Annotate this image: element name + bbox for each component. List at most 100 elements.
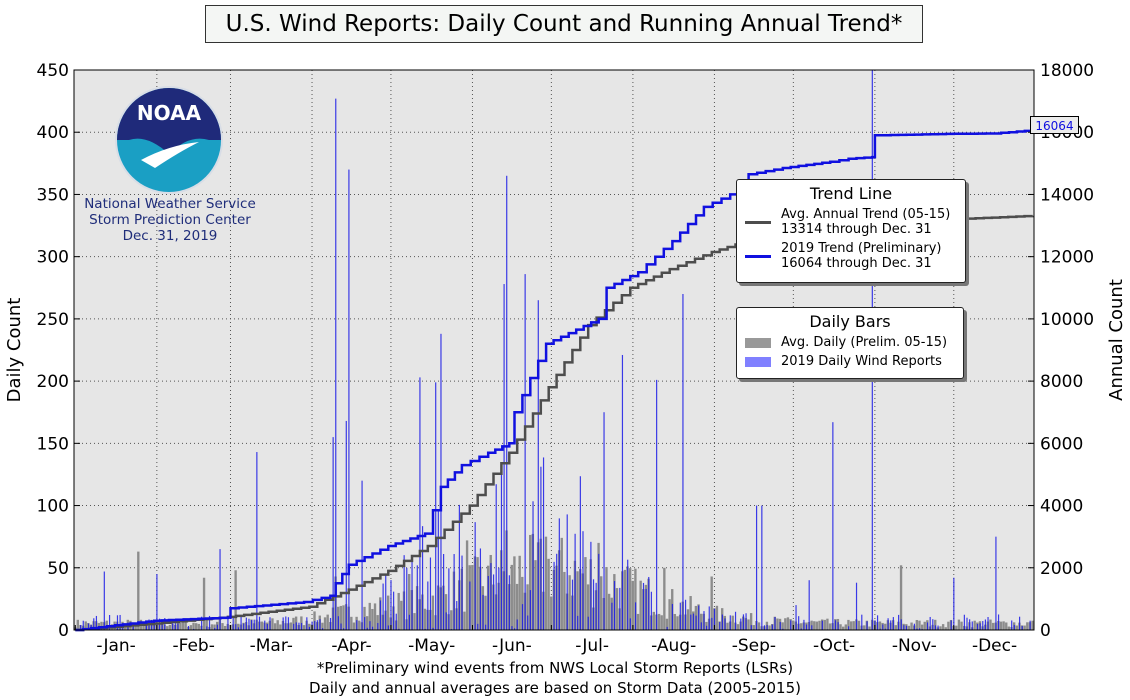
- bar-avg-daily: [276, 620, 279, 630]
- bar-2019-daily: [997, 614, 1000, 630]
- bar-avg-daily: [450, 610, 453, 630]
- bar-avg-daily: [413, 613, 416, 630]
- bar-2019-daily: [800, 628, 802, 630]
- x-tick-label: -Feb-: [172, 636, 214, 656]
- bar-2019-daily: [666, 626, 668, 630]
- y-tick-label: 200: [37, 372, 69, 392]
- bar-avg-daily: [202, 577, 206, 630]
- bar-2019-daily: [398, 628, 400, 630]
- x-tick-label: -Aug-: [651, 636, 696, 656]
- bar-avg-daily: [752, 625, 755, 630]
- bar-avg-daily: [884, 623, 887, 630]
- bar-2019-daily: [861, 614, 863, 630]
- bar-2019-daily: [700, 622, 702, 630]
- bar-avg-daily: [534, 560, 537, 630]
- bar-avg-daily: [313, 611, 316, 630]
- bar-avg-daily: [941, 624, 945, 630]
- bar-2019-daily: [256, 452, 258, 630]
- bar-2019-daily: [984, 619, 986, 630]
- bar-avg-daily: [915, 619, 919, 630]
- bar-2019-daily: [329, 617, 332, 630]
- bar-2019-daily: [500, 462, 503, 630]
- bar-2019-daily: [690, 614, 692, 630]
- bar-2019-daily: [613, 581, 616, 630]
- bar-2019-daily: [1029, 620, 1031, 630]
- bar-2019-daily: [174, 622, 176, 630]
- bar-2019-daily: [245, 617, 247, 630]
- x-tick-label: -Jul-: [575, 636, 609, 656]
- bar-2019-daily: [706, 625, 708, 630]
- bar-avg-daily: [484, 595, 487, 630]
- bar-2019-daily: [590, 541, 592, 630]
- bar-2019-daily: [227, 618, 229, 630]
- y2-tick-label: 18000: [1040, 61, 1094, 81]
- bar-avg-daily: [663, 567, 666, 630]
- bar-2019-daily: [532, 501, 534, 630]
- y2-tick-label: 10000: [1040, 310, 1094, 330]
- bar-avg-daily: [84, 621, 87, 630]
- bar-2019-daily: [929, 616, 931, 630]
- bar-avg-daily: [828, 623, 832, 630]
- legend-trend: Trend Line Avg. Annual Trend (05-15) 133…: [736, 179, 966, 283]
- bar-avg-daily: [584, 557, 587, 630]
- bar-2019-daily: [406, 567, 408, 630]
- bar-2019-daily: [243, 623, 245, 630]
- bar-avg-daily: [628, 568, 632, 630]
- bar-2019-daily: [287, 617, 290, 630]
- bar-avg-daily: [689, 596, 692, 630]
- bar-2019-daily: [750, 625, 752, 630]
- footnote-line-2: Daily and annual averages are based on S…: [309, 679, 801, 697]
- bar-2019-daily: [582, 531, 584, 630]
- bar-2019-daily: [216, 624, 218, 630]
- bar-avg-daily: [710, 576, 713, 630]
- bar-2019-daily: [161, 619, 163, 630]
- bar-2019-daily: [577, 615, 579, 630]
- noaa-logo: NOAA: [115, 86, 223, 194]
- bar-avg-daily: [197, 623, 200, 630]
- y2-tick-label: 12000: [1040, 248, 1094, 268]
- bar-2019-daily: [253, 619, 255, 630]
- bar-2019-daily: [235, 624, 237, 630]
- bar-2019-daily: [490, 563, 492, 630]
- bar-avg-daily: [100, 621, 103, 630]
- bar-avg-daily: [471, 565, 474, 630]
- bar-2019-daily: [621, 354, 624, 630]
- bar-avg-daily: [271, 618, 274, 630]
- bar-2019-daily: [553, 561, 555, 630]
- bar-2019-daily: [248, 618, 250, 630]
- bar-2019-daily: [219, 549, 221, 630]
- bar-2019-daily: [963, 614, 965, 630]
- bar-avg-daily: [868, 626, 871, 630]
- bar-avg-daily: [400, 600, 403, 630]
- bar-2019-daily: [371, 626, 374, 630]
- bar-2019-daily: [508, 575, 510, 630]
- bar-avg-daily: [923, 621, 926, 630]
- bar-avg-daily: [878, 621, 882, 630]
- bar-avg-daily: [910, 622, 913, 630]
- bar-2019-daily: [734, 611, 737, 630]
- bar-2019-daily: [771, 624, 773, 630]
- bar-2019-daily: [366, 627, 368, 630]
- bar-2019-daily: [703, 611, 705, 630]
- bar-2019-daily: [808, 580, 810, 630]
- bar-avg-daily: [842, 626, 845, 630]
- legend-label: 2019 Trend (Preliminary) 16064 through D…: [781, 241, 942, 271]
- y2-tick-label: 8000: [1040, 372, 1083, 392]
- bar-2019-daily: [145, 624, 147, 630]
- bar-2019-daily: [795, 605, 797, 630]
- bar-avg-daily: [673, 613, 677, 630]
- bar-2019-daily: [411, 557, 413, 630]
- bar-avg-daily: [973, 620, 976, 630]
- bar-2019-daily: [82, 620, 84, 630]
- bar-avg-daily: [339, 605, 343, 630]
- bar-2019-daily: [740, 618, 742, 630]
- y2-tick-label: 2000: [1040, 559, 1083, 579]
- bar-avg-daily: [237, 623, 240, 630]
- bar-2019-daily: [285, 616, 287, 630]
- bar-2019-daily: [890, 620, 892, 630]
- bar-2019-daily: [516, 619, 518, 630]
- bar-2019-daily: [498, 567, 500, 630]
- bar-2019-daily: [711, 617, 713, 630]
- bar-2019-daily: [879, 628, 881, 630]
- bar-avg-daily: [899, 565, 903, 630]
